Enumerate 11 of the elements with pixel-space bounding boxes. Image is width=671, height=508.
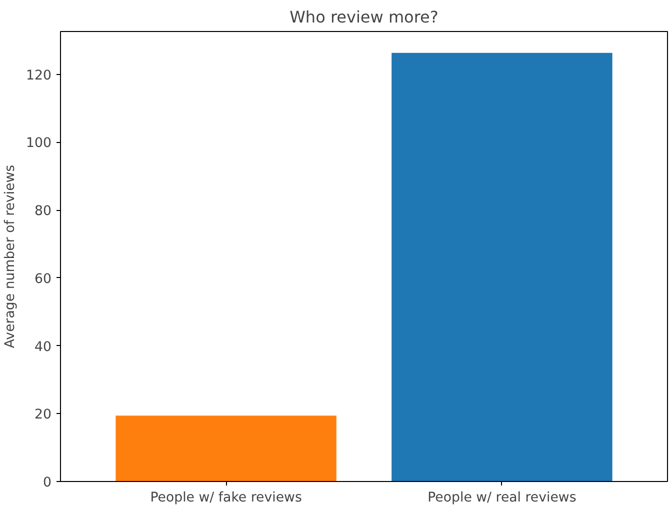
x-tick-label: People w/ fake reviews: [150, 490, 302, 506]
y-tick-label: 120: [26, 68, 52, 84]
y-tick-label: 0: [43, 476, 52, 490]
x-tick-label: People w/ real reviews: [428, 490, 576, 506]
y-tick-label: 60: [34, 272, 52, 287]
y-tick-label: 40: [34, 340, 52, 355]
y-tick-label: 100: [26, 136, 52, 152]
y-tick-label: 20: [34, 408, 52, 423]
chart-title: Who review more?: [290, 8, 438, 26]
y-tick-label: 80: [34, 204, 52, 220]
y-axis-title: Average number of reviews: [3, 164, 18, 348]
